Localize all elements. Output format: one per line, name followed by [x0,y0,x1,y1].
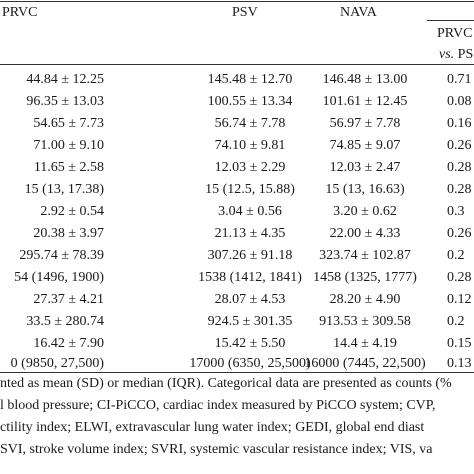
cell-psv: 924.5 ± 301.35 [207,314,293,329]
cell-p: 0.28 [447,182,472,197]
cell-nava: 146.48 ± 13.00 [322,72,408,87]
cell-p: 0.71 [447,72,472,87]
cell-p: 0.15 [447,336,472,351]
cell-psv: 100.55 ± 13.34 [207,94,293,109]
cell-prvc: 33.5 ± 280.74 [26,314,104,329]
cell-psv: 1538 (1412, 1841) [198,270,302,285]
cell-p: 0.26 [447,138,472,153]
cell-prvc: 54.65 ± 7.73 [33,116,104,131]
table-row: 11.65 ± 2.58 12.03 ± 2.29 12.03 ± 2.47 0… [0,160,474,180]
table-row: 54.65 ± 7.73 56.74 ± 7.78 56.97 ± 7.78 0… [0,116,474,136]
header-pairwise-title: PRVC [437,26,473,41]
cell-nava: 56.97 ± 7.78 [329,116,401,131]
cell-prvc: 96.35 ± 13.03 [26,94,104,109]
cell-nava: 22.00 ± 4.33 [329,226,401,241]
pairwise-group-rule [427,20,474,21]
cell-p: 0.2 [447,248,465,263]
cell-psv: 15.42 ± 5.50 [214,336,286,351]
table-row: 96.35 ± 13.03 100.55 ± 13.34 101.61 ± 12… [0,94,474,114]
header-rule [0,64,474,65]
cell-p: 0.13 [447,356,472,371]
footnote-line: nted as mean (SD) or median (IQR). Categ… [0,376,452,391]
cell-nava: 14.4 ± 4.19 [333,336,397,351]
header-prvc: PRVC [2,5,38,20]
cell-p: 0.28 [447,270,472,285]
cell-psv: 145.48 ± 12.70 [207,72,293,87]
cell-nava: 323.74 ± 102.87 [319,248,411,263]
cell-prvc: 0 (9850, 27,500) [10,356,104,371]
cell-psv: 21.13 ± 4.35 [214,226,286,241]
cell-nava: 74.85 ± 9.07 [329,138,401,153]
table-row: 295.74 ± 78.39 307.26 ± 91.18 323.74 ± 1… [0,248,474,268]
cell-nava: 12.03 ± 2.47 [329,160,401,175]
header-pairwise-comparison: vs. PS [439,47,473,63]
cell-psv: 12.03 ± 2.29 [214,160,286,175]
cell-psv: 15 (12.5, 15.88) [205,182,295,197]
cell-prvc: 295.74 ± 78.39 [19,248,104,263]
cell-prvc: 20.38 ± 3.97 [33,226,104,241]
cell-nava: 101.61 ± 12.45 [322,94,408,109]
table-row: 16.42 ± 7.90 15.42 ± 5.50 14.4 ± 4.19 0.… [0,336,474,356]
table-row: 44.84 ± 12.25 145.48 ± 12.70 146.48 ± 13… [0,72,474,92]
cell-p: 0.08 [447,94,472,109]
cell-psv: 17000 (6350, 25,500) [189,356,311,371]
header-pairwise-vs: vs. [439,47,455,62]
cell-psv: 307.26 ± 91.18 [207,248,293,263]
footnote-line: ctility index; ELWI, extravascular lung … [0,420,425,435]
table-row: 71.00 ± 9.10 74.10 ± 9.81 74.85 ± 9.07 0… [0,138,474,158]
cell-nava: 1458 (1325, 1777) [313,270,417,285]
table-row: 33.5 ± 280.74 924.5 ± 301.35 913.53 ± 30… [0,314,474,334]
cell-p: 0.12 [447,292,472,307]
footnote-line: SVI, stroke volume index; SVRI, systemic… [0,442,433,457]
footnote-line: l blood pressure; CI-PiCCO, cardiac inde… [0,398,436,413]
table-row: 15 (13, 17.38) 15 (12.5, 15.88) 15 (13, … [0,182,474,202]
table-row: 20.38 ± 3.97 21.13 ± 4.35 22.00 ± 4.33 0… [0,226,474,246]
cell-psv: 28.07 ± 4.53 [214,292,286,307]
table-bottom-rule [0,372,474,373]
cell-prvc: 71.00 ± 9.10 [33,138,104,153]
table-row: 27.37 ± 4.21 28.07 ± 4.53 28.20 ± 4.90 0… [0,292,474,312]
table-row: 54 (1496, 1900) 1538 (1412, 1841) 1458 (… [0,270,474,290]
cell-nava: 15 (13, 16.63) [325,182,405,197]
cell-psv: 74.10 ± 9.81 [214,138,286,153]
cell-prvc: 11.65 ± 2.58 [33,160,104,175]
cell-nava: 28.20 ± 4.90 [329,292,401,307]
cell-p: 0.28 [447,160,472,175]
cell-nava: 16000 (7445, 22,500) [304,356,426,371]
table-row: 2.92 ± 0.54 3.04 ± 0.56 3.20 ± 0.62 0.3 [0,204,474,224]
cell-nava: 913.53 ± 309.58 [319,314,411,329]
cell-prvc: 16.42 ± 7.90 [33,336,104,351]
cell-p: 0.3 [447,204,465,219]
cell-nava: 3.20 ± 0.62 [333,204,397,219]
header-nava: NAVA [340,5,377,20]
cell-prvc: 27.37 ± 4.21 [33,292,104,307]
cell-p: 0.26 [447,226,472,241]
header-pairwise-target: PS [457,47,474,62]
cell-prvc: 2.92 ± 0.54 [40,204,104,219]
cell-prvc: 54 (1496, 1900) [14,270,104,285]
cell-prvc: 44.84 ± 12.25 [26,72,104,87]
cell-p: 0.16 [447,116,472,131]
cell-p: 0.2 [447,314,465,329]
cell-psv: 56.74 ± 7.78 [214,116,286,131]
cell-psv: 3.04 ± 0.56 [218,204,282,219]
header-psv: PSV [232,5,258,20]
table-row: 0 (9850, 27,500) 17000 (6350, 25,500) 16… [0,356,474,376]
cell-prvc: 15 (13, 17.38) [24,182,104,197]
top-rule [0,1,474,2]
